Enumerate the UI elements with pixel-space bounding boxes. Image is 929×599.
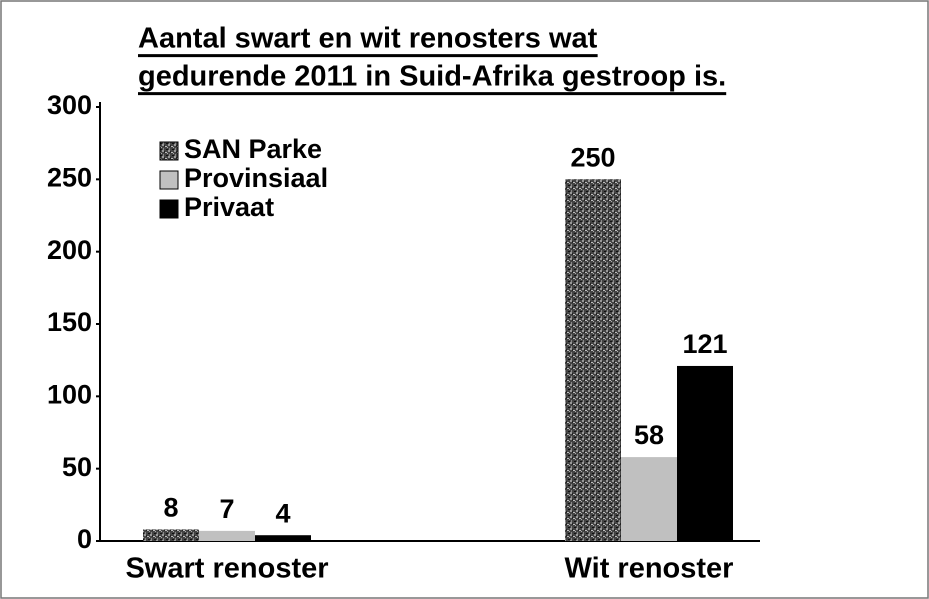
legend-swatch [159, 141, 179, 161]
chart-title-line: Aantal swart en wit renosters wat [138, 23, 598, 55]
value-label: 58 [634, 420, 664, 450]
x-tick-label: Wit renoster [565, 553, 734, 585]
bar [199, 530, 255, 541]
bar [255, 535, 311, 541]
chart-title-line: gedurende 2011 in Suid-Afrika gestroop i… [138, 61, 726, 93]
bar [621, 457, 677, 541]
legend-swatch [159, 199, 179, 219]
legend-label: SAN Parke [184, 134, 322, 164]
bar [143, 529, 199, 541]
y-tick-label: 50 [62, 452, 92, 482]
y-tick-label: 0 [77, 524, 92, 554]
value-label: 4 [275, 498, 290, 528]
y-tick-label: 150 [47, 307, 92, 337]
y-tick-label: 100 [47, 379, 92, 409]
y-tick-label: 200 [47, 235, 92, 265]
y-tick-label: 300 [47, 90, 92, 120]
value-label: 8 [163, 493, 178, 523]
bar [565, 179, 621, 542]
value-label: 250 [570, 142, 615, 172]
legend-label: Privaat [184, 192, 274, 222]
legend-label: Provinsiaal [184, 163, 328, 193]
bar [677, 365, 733, 541]
x-tick-label: Swart renoster [125, 553, 328, 585]
y-tick-label: 250 [47, 162, 92, 192]
legend-swatch [159, 170, 179, 190]
value-label: 121 [682, 329, 727, 359]
value-label: 7 [219, 494, 234, 524]
